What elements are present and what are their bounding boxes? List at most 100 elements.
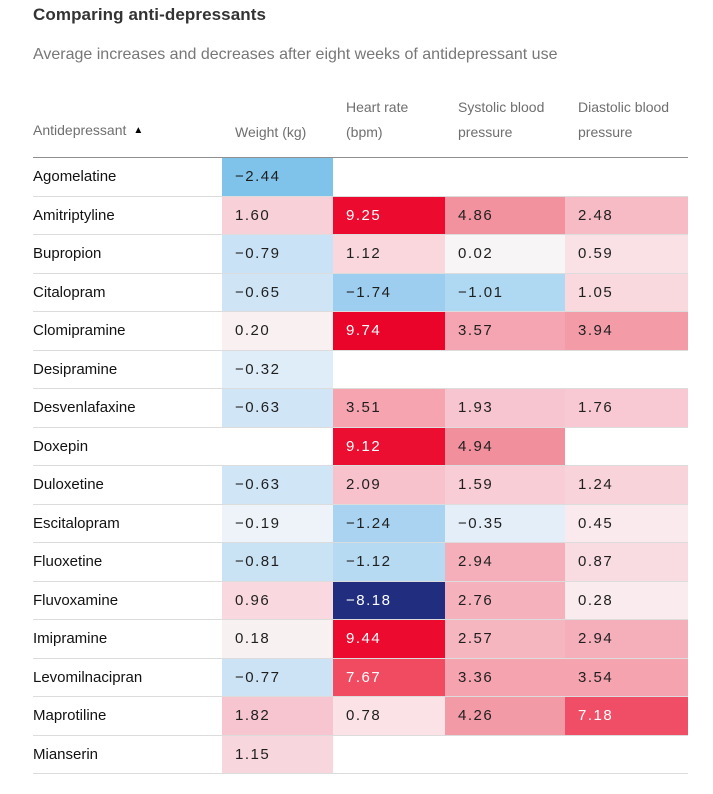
- heatmap-cell-weight: 1.60: [222, 196, 333, 234]
- drug-name: Amitriptyline: [33, 206, 115, 224]
- table-row: Escitalopram −0.19 −1.24 −0.35 0.45: [33, 504, 688, 543]
- column-header-diastolic[interactable]: Diastolic blood pressure: [578, 99, 670, 140]
- table-row: Citalopram −0.65 −1.74 −1.01 1.05: [33, 273, 688, 312]
- table-header-row: Antidepressant ▲ Weight (kg) Heart rate (…: [33, 95, 688, 158]
- heatmap-table: Antidepressant ▲ Weight (kg) Heart rate (…: [33, 95, 688, 774]
- drug-name: Desipramine: [33, 360, 118, 378]
- drug-name: Mianserin: [33, 745, 99, 763]
- heatmap-cell-systolic: 4.94: [445, 427, 565, 465]
- heatmap-cell-systolic: 3.57: [445, 312, 565, 350]
- heatmap-cell-systolic: 3.36: [445, 658, 565, 696]
- drug-name: Fluoxetine: [33, 553, 103, 571]
- heatmap-cell-diastolic: 3.94: [565, 312, 688, 350]
- table-row: Imipramine 0.18 9.44 2.57 2.94: [33, 620, 688, 659]
- table-row: Agomelatine −2.44: [33, 158, 688, 197]
- heatmap-cell-diastolic: 0.87: [565, 543, 688, 581]
- chart-title: Comparing anti-depressants: [33, 5, 267, 24]
- heatmap-cell-diastolic: 0.45: [565, 504, 688, 542]
- heatmap-cell-diastolic: [565, 351, 688, 389]
- heatmap-cell-heart-rate: −1.12: [333, 543, 445, 581]
- heatmap-cell-weight: [222, 428, 333, 466]
- table-row: Fluvoxamine 0.96 −8.18 2.76 0.28: [33, 581, 688, 620]
- heatmap-cell-diastolic: 1.05: [565, 273, 688, 311]
- heatmap-cell-weight: −0.63: [222, 466, 333, 504]
- heatmap-cell-heart-rate: −1.24: [333, 504, 445, 542]
- drug-name: Bupropion: [33, 245, 102, 263]
- heatmap-cell-systolic: 0.02: [445, 235, 565, 273]
- heatmap-cell-systolic: [445, 351, 565, 389]
- heatmap-cell-weight: −2.44: [222, 158, 333, 196]
- drug-name: Fluvoxamine: [33, 591, 119, 609]
- heatmap-cell-weight: 1.15: [222, 735, 333, 773]
- column-header-weight[interactable]: Weight (kg): [235, 124, 307, 140]
- heatmap-cell-systolic: −0.35: [445, 504, 565, 542]
- heatmap-cell-systolic: 1.93: [445, 389, 565, 427]
- table-row: Levomilnacipran −0.77 7.67 3.36 3.54: [33, 658, 688, 697]
- chart-container: Comparing anti-depressants Average incre…: [0, 4, 713, 774]
- table-row: Duloxetine −0.63 2.09 1.59 1.24: [33, 466, 688, 505]
- heatmap-cell-diastolic: 0.59: [565, 235, 688, 273]
- heatmap-cell-heart-rate: 9.12: [333, 427, 445, 465]
- heatmap-cell-heart-rate: 7.67: [333, 658, 445, 696]
- heatmap-cell-diastolic: 7.18: [565, 697, 688, 735]
- column-header-antidepressant[interactable]: Antidepressant ▲: [33, 118, 222, 145]
- table-row: Clomipramine 0.20 9.74 3.57 3.94: [33, 312, 688, 351]
- drug-name: Clomipramine: [33, 322, 126, 340]
- sort-ascending-icon[interactable]: ▲: [133, 125, 144, 136]
- drug-name: Citalopram: [33, 283, 106, 301]
- heatmap-cell-diastolic: 2.94: [565, 620, 688, 658]
- drug-name: Duloxetine: [33, 476, 104, 494]
- heatmap-cell-systolic: [445, 736, 565, 774]
- heatmap-cell-heart-rate: [333, 736, 445, 774]
- column-header-heart-rate[interactable]: Heart rate (bpm): [346, 99, 409, 140]
- heatmap-cell-heart-rate: [333, 351, 445, 389]
- table-body: Agomelatine −2.44 Amitriptyline 1.60 9.25 4.8…: [33, 158, 688, 774]
- heatmap-cell-heart-rate: −1.74: [333, 273, 445, 311]
- heatmap-cell-weight: −0.32: [222, 350, 333, 388]
- heatmap-cell-diastolic: [565, 736, 688, 774]
- table-row: Maprotiline 1.82 0.78 4.26 7.18: [33, 697, 688, 736]
- heatmap-cell-heart-rate: 9.44: [333, 620, 445, 658]
- heatmap-cell-weight: −0.79: [222, 235, 333, 273]
- heatmap-cell-diastolic: [565, 158, 688, 196]
- heatmap-cell-systolic: 2.94: [445, 543, 565, 581]
- heatmap-cell-diastolic: 3.54: [565, 658, 688, 696]
- column-header-label: Antidepressant: [33, 122, 127, 138]
- heatmap-cell-heart-rate: 0.78: [333, 697, 445, 735]
- table-row: Amitriptyline 1.60 9.25 4.86 2.48: [33, 196, 688, 235]
- drug-name: Levomilnacipran: [33, 668, 143, 686]
- heatmap-cell-diastolic: 2.48: [565, 196, 688, 234]
- drug-name: Escitalopram: [33, 514, 120, 532]
- table-row: Doxepin 9.12 4.94: [33, 427, 688, 466]
- heatmap-cell-diastolic: [565, 428, 688, 466]
- heatmap-cell-heart-rate: 9.25: [333, 196, 445, 234]
- heatmap-cell-diastolic: 1.24: [565, 466, 688, 504]
- column-header-systolic[interactable]: Systolic blood pressure: [458, 99, 545, 140]
- heatmap-cell-heart-rate: [333, 158, 445, 196]
- drug-name: Agomelatine: [33, 168, 117, 186]
- heatmap-cell-weight: −0.81: [222, 543, 333, 581]
- table-row: Desvenlafaxine −0.63 3.51 1.93 1.76: [33, 389, 688, 428]
- heatmap-cell-systolic: −1.01: [445, 273, 565, 311]
- heatmap-cell-weight: 0.96: [222, 581, 333, 619]
- heatmap-cell-heart-rate: −8.18: [333, 581, 445, 619]
- heatmap-cell-diastolic: 1.76: [565, 389, 688, 427]
- heatmap-cell-systolic: 2.76: [445, 581, 565, 619]
- table-row: Bupropion −0.79 1.12 0.02 0.59: [33, 235, 688, 274]
- heatmap-cell-weight: 0.18: [222, 620, 333, 658]
- heatmap-cell-systolic: 1.59: [445, 466, 565, 504]
- heatmap-cell-weight: 1.82: [222, 697, 333, 735]
- drug-name: Imipramine: [33, 630, 108, 648]
- heatmap-cell-weight: −0.19: [222, 504, 333, 542]
- drug-name: Maprotiline: [33, 707, 107, 725]
- heatmap-cell-heart-rate: 2.09: [333, 466, 445, 504]
- drug-name: Desvenlafaxine: [33, 399, 136, 417]
- heatmap-cell-systolic: 4.86: [445, 196, 565, 234]
- heatmap-cell-weight: 0.20: [222, 312, 333, 350]
- heatmap-cell-diastolic: 0.28: [565, 581, 688, 619]
- heatmap-cell-systolic: [445, 158, 565, 196]
- heatmap-cell-weight: −0.63: [222, 389, 333, 427]
- heatmap-cell-weight: −0.77: [222, 658, 333, 696]
- heatmap-cell-heart-rate: 3.51: [333, 389, 445, 427]
- table-row: Mianserin 1.15: [33, 735, 688, 774]
